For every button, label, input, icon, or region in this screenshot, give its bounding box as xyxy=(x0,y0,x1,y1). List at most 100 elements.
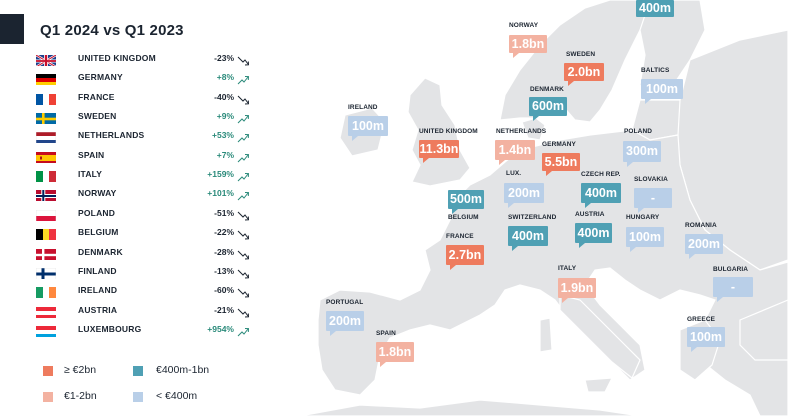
marker-value-box: 400m xyxy=(575,223,612,248)
marker-value-box: 2.0bn xyxy=(564,63,604,86)
denmark-flag-icon xyxy=(36,248,56,260)
country-row: ITALY +159% xyxy=(36,169,256,183)
marker-country-label: GREECE xyxy=(687,316,716,323)
trend-up-icon xyxy=(236,325,250,337)
legend-swatch-400m-1bn xyxy=(133,366,143,376)
change-percent: +9% xyxy=(216,111,234,122)
trend-down-icon xyxy=(236,209,250,221)
legend-swatch-lt-400m xyxy=(133,392,143,402)
marker-value-box: 500m xyxy=(448,190,484,214)
marker-value-box: 5.5bn xyxy=(542,153,580,176)
title-accent-bar xyxy=(0,14,24,44)
legend-swatch-1-2bn xyxy=(43,392,53,402)
country-row: GERMANY +8% xyxy=(36,72,256,86)
change-percent: +159% xyxy=(207,169,234,180)
change-percent: -21% xyxy=(214,304,234,315)
legend-label-lt-400m: < €400m xyxy=(156,390,198,402)
marker-value-box: - xyxy=(634,188,672,213)
trend-up-icon xyxy=(236,189,250,201)
marker-value-box: 400m xyxy=(581,183,621,208)
marker-country-label: FRANCE xyxy=(446,233,474,240)
trend-up-icon xyxy=(236,151,250,163)
country-row: BELGIUM -22% xyxy=(36,227,256,241)
change-percent: +101% xyxy=(207,188,234,199)
country-name: NORWAY xyxy=(78,188,117,199)
marker-value-box: 200m xyxy=(685,234,723,259)
trend-down-icon xyxy=(236,54,250,66)
ireland-flag-icon xyxy=(36,286,56,299)
country-row: FINLAND -13% xyxy=(36,266,256,280)
country-name: ITALY xyxy=(78,169,103,180)
country-name: SWEDEN xyxy=(78,111,117,122)
country-name: POLAND xyxy=(78,207,116,218)
marker-country-label: HUNGARY xyxy=(626,214,660,221)
marker-country-label: BALTICS xyxy=(641,67,670,74)
change-percent: -23% xyxy=(214,53,234,63)
legend-swatch-2bn xyxy=(43,366,53,376)
change-percent: +7% xyxy=(216,149,234,160)
country-name: GERMANY xyxy=(78,72,123,83)
france-flag-icon xyxy=(36,93,56,105)
country-name: DENMARK xyxy=(78,246,123,257)
marker-value-box: 2.7bn xyxy=(446,245,484,270)
norway-flag-icon xyxy=(36,189,56,202)
spain-flag-icon xyxy=(36,151,56,163)
marker-value-box: 600m xyxy=(529,97,567,121)
trend-down-icon xyxy=(236,286,250,298)
trend-up-icon xyxy=(236,112,250,124)
country-row: NETHERLANDS +53% xyxy=(36,130,256,144)
country-name: AUSTRIA xyxy=(78,304,118,315)
change-percent: -22% xyxy=(214,227,234,238)
legend-label-400m-1bn: €400m-1bn xyxy=(156,364,210,376)
austria-flag-icon xyxy=(36,306,56,318)
marker-country-label: POLAND xyxy=(624,128,653,135)
trend-up-icon xyxy=(236,73,250,85)
trend-down-icon xyxy=(236,248,250,260)
country-name: FINLAND xyxy=(78,265,117,276)
marker-country-label: BELGIUM xyxy=(448,214,479,221)
change-percent: -40% xyxy=(214,91,234,102)
marker-country-label: SWEDEN xyxy=(566,51,596,58)
country-name: IRELAND xyxy=(78,285,118,296)
country-row: SWEDEN +9% xyxy=(36,111,256,125)
country-name: NETHERLANDS xyxy=(78,130,145,141)
trend-down-icon xyxy=(236,93,250,105)
marker-country-label: SPAIN xyxy=(376,330,396,337)
marker-country-label: DENMARK xyxy=(530,86,564,93)
change-percent: +53% xyxy=(212,130,234,141)
country-row: LUXEMBOURG +954% xyxy=(36,324,256,338)
country-name: FRANCE xyxy=(78,91,115,102)
marker-value-box: - xyxy=(713,277,753,302)
change-percent: -51% xyxy=(214,207,234,218)
marker-value-box: 100m xyxy=(626,227,664,252)
uk-flag-icon xyxy=(36,54,56,66)
sweden-flag-icon xyxy=(36,112,56,125)
marker-value-box: 1.8bn xyxy=(376,342,414,367)
marker-country-label: GERMANY xyxy=(542,141,576,148)
trend-down-icon xyxy=(236,267,250,279)
marker-country-label: CZECH REP. xyxy=(581,171,621,178)
legend-label-2bn: ≥ €2bn xyxy=(64,364,97,376)
marker-country-label: IRELAND xyxy=(348,104,378,111)
netherlands-flag-icon xyxy=(36,131,56,144)
marker-value-box: 100m xyxy=(687,327,725,352)
panel-title: Q1 2024 vs Q1 2023 xyxy=(40,22,184,39)
trend-down-icon xyxy=(236,228,250,240)
country-row: AUSTRIA -21% xyxy=(36,305,256,319)
country-row: FRANCE -40% xyxy=(36,92,256,106)
country-row: DENMARK -28% xyxy=(36,247,256,261)
country-name: SPAIN xyxy=(78,149,105,160)
change-percent: -28% xyxy=(214,246,234,257)
marker-value-box: 300m xyxy=(623,141,661,167)
marker-country-label: NETHERLANDS xyxy=(496,128,547,135)
marker-value-box: 100m xyxy=(641,79,683,104)
trend-up-icon xyxy=(236,131,250,143)
change-percent: +8% xyxy=(216,72,234,83)
country-name: UNITED KINGDOM xyxy=(78,53,156,63)
country-row: IRELAND -60% xyxy=(36,285,256,299)
finland-flag-icon xyxy=(36,267,56,279)
country-name: BELGIUM xyxy=(78,227,119,238)
marker-country-label: BULGARIA xyxy=(713,266,749,273)
marker-value-box: 1.9bn xyxy=(558,278,596,303)
